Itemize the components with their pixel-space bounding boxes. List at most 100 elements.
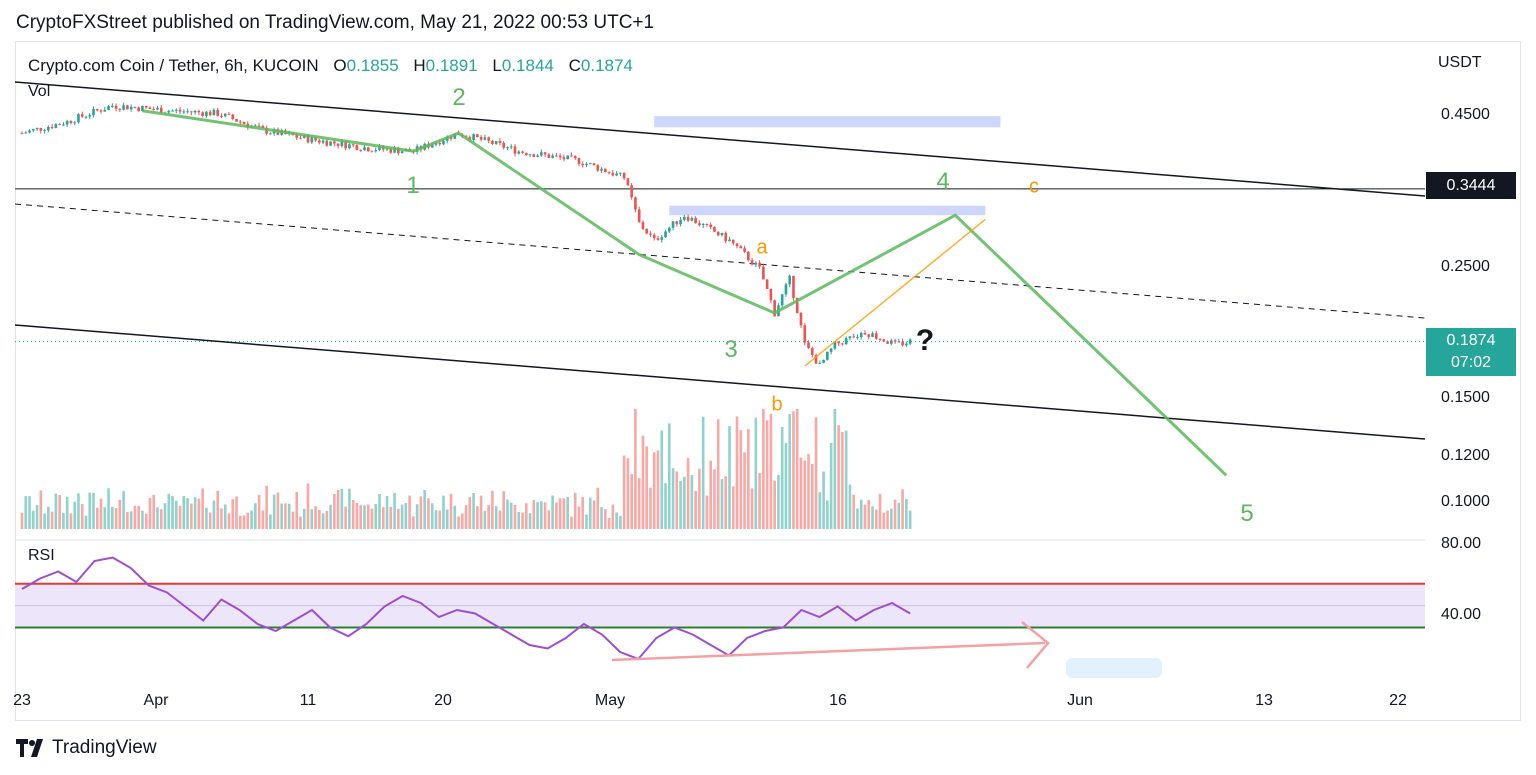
candle-body xyxy=(20,133,24,135)
candle-body xyxy=(652,234,656,239)
volume-bar xyxy=(257,494,261,529)
candle-body xyxy=(701,223,705,226)
candle-body xyxy=(517,151,521,154)
volume-bar xyxy=(389,506,393,529)
volume-bar xyxy=(54,493,58,529)
candle-body xyxy=(302,135,306,138)
volume-label[interactable]: Vol xyxy=(28,83,51,100)
volume-bar xyxy=(65,496,69,529)
volume-bar xyxy=(291,511,295,529)
candle-body xyxy=(878,338,882,340)
candle-body xyxy=(585,163,588,166)
volume-bar xyxy=(201,488,204,529)
volume-bar xyxy=(276,492,280,529)
candle-body xyxy=(750,260,754,265)
volume-bar xyxy=(35,505,39,529)
price-tick: 0.2500 xyxy=(1441,258,1490,275)
volume-bar xyxy=(701,416,705,529)
volume-bar xyxy=(905,498,908,529)
volume-bar xyxy=(509,502,513,529)
open-label: O xyxy=(333,56,347,75)
candle-body xyxy=(882,339,886,342)
candle-body xyxy=(58,124,61,126)
candle-body xyxy=(494,140,498,144)
volume-bar xyxy=(408,495,411,529)
volume-bar xyxy=(656,450,660,529)
volume-bar xyxy=(47,506,50,529)
candle-body xyxy=(385,148,389,150)
candle-body xyxy=(107,106,110,110)
volume-bar xyxy=(212,500,216,529)
candle-body xyxy=(619,172,622,174)
volume-bar xyxy=(784,443,788,529)
volume-bar xyxy=(626,458,630,529)
wave-label-4: 4 xyxy=(936,168,950,195)
symbol-legend[interactable]: Crypto.com Coin / Tether, 6h, KUCOIN O0.… xyxy=(28,56,633,76)
candle-body xyxy=(754,262,758,265)
volume-bar xyxy=(381,507,385,529)
volume-bar xyxy=(498,510,502,529)
rsi-label[interactable]: RSI xyxy=(28,547,55,564)
candle-body xyxy=(325,140,329,146)
volume-bar xyxy=(111,506,114,529)
low-label: L xyxy=(492,56,502,75)
volume-bar xyxy=(329,504,332,529)
volume-bar xyxy=(415,504,419,529)
chart-frame[interactable] xyxy=(15,41,1521,721)
candle-body xyxy=(118,108,122,110)
volume-bar xyxy=(566,497,569,529)
volume-bar xyxy=(171,495,174,529)
candle-body xyxy=(310,137,314,143)
close-label: C xyxy=(568,56,581,75)
volume-bar xyxy=(92,492,95,529)
volume-bar xyxy=(178,505,182,529)
volume-bar xyxy=(705,495,709,529)
candle-body xyxy=(630,185,633,198)
volume-bar xyxy=(543,502,547,529)
volume-bar xyxy=(58,494,61,529)
volume-bar xyxy=(641,435,645,529)
volume-bar xyxy=(344,506,347,529)
volume-bar xyxy=(871,506,874,529)
candle-body xyxy=(223,113,227,117)
candle-body xyxy=(317,140,321,143)
volume-bar xyxy=(208,512,212,529)
volume-bar xyxy=(250,510,253,529)
close-value: 0.1874 xyxy=(580,56,633,75)
volume-bar xyxy=(423,489,426,529)
volume-bar xyxy=(445,509,449,529)
candle-body xyxy=(573,156,577,159)
candle-body xyxy=(562,157,566,160)
candle-body xyxy=(536,155,539,157)
volume-bar xyxy=(333,494,336,529)
candle-body xyxy=(254,125,257,127)
wave-label-c: c xyxy=(1029,175,1039,198)
footer-brand[interactable]: TradingView xyxy=(16,737,157,759)
volume-bar xyxy=(351,499,355,529)
volume-bar xyxy=(449,493,453,529)
volume-bar xyxy=(596,487,600,529)
candle-body xyxy=(295,135,299,138)
candle-body xyxy=(792,275,795,298)
volume-bar xyxy=(558,498,562,529)
volume-bar xyxy=(803,460,807,529)
candle-body xyxy=(739,246,743,249)
volume-bar xyxy=(50,511,54,529)
volume-bar xyxy=(20,512,24,529)
volume-bar xyxy=(159,509,163,529)
candle-body xyxy=(133,106,137,108)
candle-body xyxy=(683,216,686,220)
candle-body xyxy=(468,137,472,140)
candle-body xyxy=(664,231,667,238)
price-tick: 0.1500 xyxy=(1441,389,1490,406)
volume-bar xyxy=(62,512,65,529)
volume-bar xyxy=(506,499,509,529)
candle-body xyxy=(649,233,652,235)
volume-bar xyxy=(412,516,415,529)
volume-bar xyxy=(310,509,314,529)
channel-mid-line xyxy=(14,203,1426,319)
candle-body xyxy=(641,222,645,229)
volume-bar xyxy=(397,508,400,529)
volume-bar xyxy=(254,503,257,529)
